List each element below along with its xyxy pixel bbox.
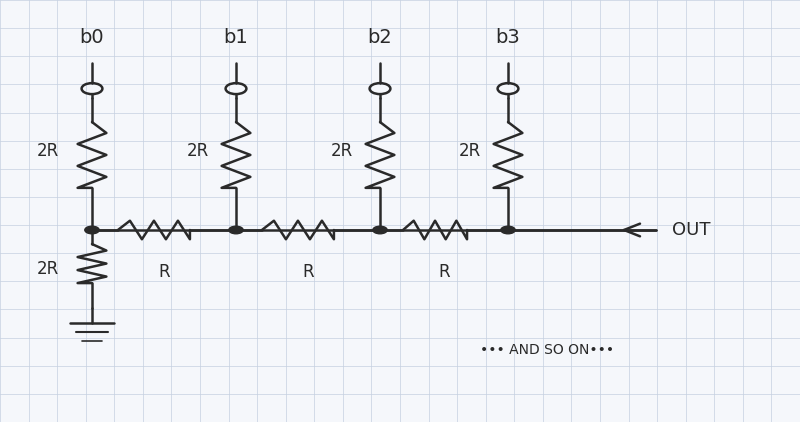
Text: 2R: 2R (186, 143, 209, 160)
Text: 2R: 2R (37, 143, 59, 160)
Text: ••• AND SO ON•••: ••• AND SO ON••• (480, 343, 614, 357)
Text: 2R: 2R (330, 143, 353, 160)
Text: OUT: OUT (672, 221, 710, 239)
Circle shape (373, 226, 387, 234)
Text: b3: b3 (496, 28, 520, 48)
Circle shape (229, 226, 243, 234)
Text: 2R: 2R (37, 260, 59, 278)
Text: R: R (158, 263, 170, 281)
Text: b0: b0 (80, 28, 104, 48)
Text: 2R: 2R (458, 143, 481, 160)
Text: b2: b2 (368, 28, 392, 48)
Text: b1: b1 (224, 28, 248, 48)
Circle shape (85, 226, 99, 234)
Text: R: R (438, 263, 450, 281)
Circle shape (501, 226, 515, 234)
Text: R: R (302, 263, 314, 281)
